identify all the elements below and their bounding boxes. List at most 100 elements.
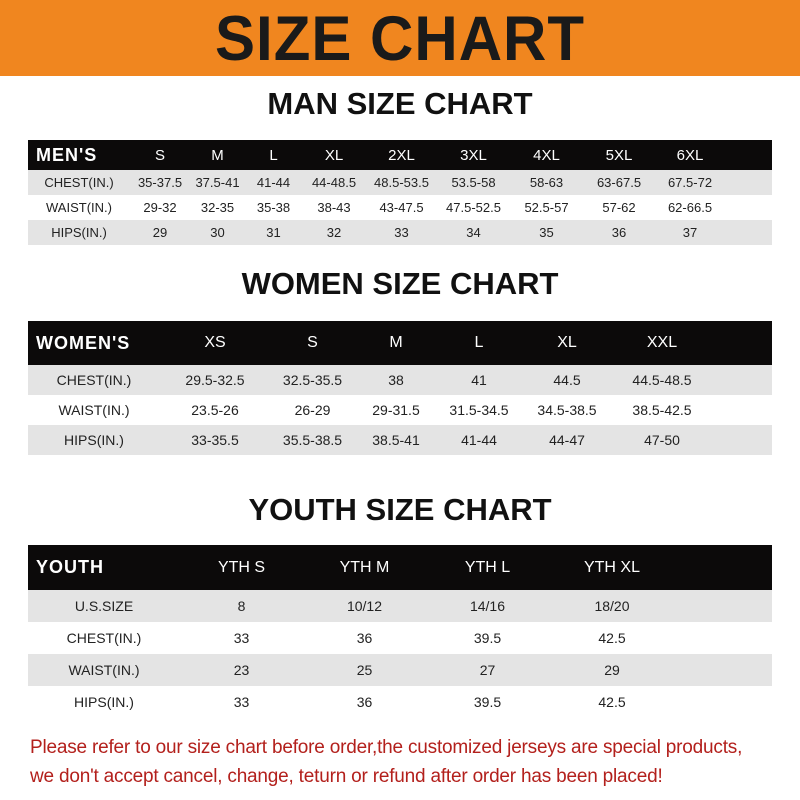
table-row: CHEST(IN.) 29.5-32.5 32.5-35.5 38 41 44.5 44.5… — [28, 365, 772, 395]
row-label: CHEST(IN.) — [66, 630, 142, 646]
table-cell: 29 — [604, 662, 620, 678]
table-cell: 48.5-53.5 — [374, 175, 429, 190]
table-cell: 33 — [233, 630, 250, 646]
notice-line: Please refer to our size chart before or… — [30, 737, 743, 758]
row-label: CHEST(IN.) — [44, 175, 114, 190]
table-cell: 10/12 — [346, 598, 383, 614]
table-cell: YTH S — [217, 558, 266, 576]
table-cell: 38-43 — [317, 200, 351, 215]
table-cell: 53.5-58 — [451, 175, 496, 190]
table-cell: 29-32 — [143, 200, 177, 215]
table-cell: 27 — [479, 662, 496, 678]
table-cell: XXL — [646, 334, 678, 351]
table-cell: YTH XL — [583, 558, 640, 576]
table-row: WAIST(IN.) 29-32 32-35 35-38 38-43 43-47.5 47.… — [28, 195, 772, 220]
youth-section-title: YOUTH SIZE CHART — [248, 492, 552, 527]
table-cell: 44-47 — [549, 432, 585, 448]
table-cell: M — [389, 334, 403, 351]
table-cell: 35.5-38.5 — [282, 432, 343, 448]
table-cell: S — [307, 334, 318, 351]
table-cell: 44-48.5 — [311, 175, 357, 190]
table-row: WAIST(IN.) 23.5-26 26-29 29-31.5 31.5-34.5 34… — [28, 395, 772, 425]
table-cell: YTH L — [464, 558, 511, 576]
row-label: MEN'S — [36, 144, 98, 165]
row-label: WAIST(IN.) — [68, 662, 140, 678]
table-cell: 41-44 — [461, 432, 497, 448]
men-size-table: MEN'S S M L XL 2XL 3XL 4XL 5XL 6XL CHEST(IN.) 35-37… — [28, 140, 772, 245]
table-cell: 41 — [471, 372, 487, 388]
table-cell: 62-66.5 — [667, 200, 713, 215]
table-cell: 33 — [233, 694, 250, 710]
women-section-title: WOMEN SIZE CHART — [241, 266, 559, 301]
row-label: WOMEN'S — [36, 332, 131, 353]
notice-line: we don't accept cancel, change, teturn o… — [30, 766, 663, 787]
table-cell: 63-67.5 — [596, 175, 642, 190]
table-cell: 36 — [356, 630, 373, 646]
table-cell: 8 — [237, 598, 246, 614]
table-row: HIPS(IN.) 29 30 31 32 33 34 35 36 37 — [28, 220, 772, 245]
table-cell: 6XL — [676, 146, 704, 164]
table-cell: 3XL — [460, 146, 487, 164]
table-header-row: WOMEN'S XS S M L XL XXL — [28, 321, 772, 365]
table-cell: 34.5-38.5 — [537, 402, 597, 418]
table-cell: 35-37.5 — [137, 175, 183, 190]
table-cell: S — [154, 146, 165, 164]
table-cell: XS — [204, 334, 226, 351]
table-cell: 26-29 — [294, 402, 331, 418]
table-cell: 33 — [394, 225, 409, 240]
table-cell: XL — [557, 334, 577, 351]
table-cell: 43-47.5 — [379, 200, 424, 215]
table-row: WAIST(IN.) 23 25 27 29 — [28, 654, 772, 686]
table-cell: 32 — [326, 225, 342, 240]
row-label: WAIST(IN.) — [58, 402, 130, 418]
table-cell: 37.5-41 — [195, 175, 240, 190]
youth-size-table: YOUTH YTH S YTH M YTH L YTH XL U.S.SIZE 8 10/12… — [28, 545, 772, 718]
table-cell: 18/20 — [594, 598, 630, 614]
table-cell: M — [211, 146, 224, 164]
table-cell: 33-35.5 — [191, 432, 239, 448]
table-row: HIPS(IN.) 33 36 39.5 42.5 — [28, 686, 772, 718]
table-cell: 39.5 — [473, 630, 502, 646]
table-cell: 4XL — [533, 146, 560, 164]
table-header-row: MEN'S S M L XL 2XL 3XL 4XL 5XL 6XL — [28, 140, 772, 170]
row-label: HIPS(IN.) — [74, 694, 134, 710]
table-cell: 52.5-57 — [524, 200, 569, 215]
table-cell: 42.5 — [598, 630, 626, 646]
table-cell: 32.5-35.5 — [282, 372, 343, 388]
table-cell: 5XL — [605, 146, 633, 164]
row-label: WAIST(IN.) — [46, 200, 112, 215]
table-cell: 36 — [611, 225, 627, 240]
table-header-row: YOUTH YTH S YTH M YTH L YTH XL — [28, 545, 772, 590]
table-row: U.S.SIZE 8 10/12 14/16 18/20 — [28, 590, 772, 622]
table-cell: 67.5-72 — [667, 175, 713, 190]
page-title: SIZE CHART — [215, 2, 585, 74]
table-cell: 32-35 — [200, 200, 235, 215]
table-cell: 29-31.5 — [372, 402, 420, 418]
table-cell: 44.5-48.5 — [632, 372, 692, 388]
table-cell: 38.5-41 — [372, 432, 420, 448]
row-label: CHEST(IN.) — [56, 372, 132, 388]
table-row: CHEST(IN.) 35-37.5 37.5-41 41-44 44-48.5 48.5… — [28, 170, 772, 195]
row-label: YOUTH — [36, 557, 104, 577]
table-cell: 2XL — [388, 146, 415, 164]
table-cell: 38.5-42.5 — [632, 402, 692, 418]
table-cell: L — [474, 334, 484, 351]
table-cell: 58-63 — [529, 175, 564, 190]
table-cell: 23 — [233, 662, 250, 678]
women-size-table: WOMEN'S XS S M L XL XXL CHEST(IN.) 29.5-32.5 32.5… — [28, 321, 772, 455]
table-cell: 29 — [152, 225, 168, 240]
table-cell: 38 — [388, 372, 404, 388]
table-cell: 31 — [266, 225, 281, 240]
banner: SIZE CHART — [0, 0, 800, 76]
table-cell: 41-44 — [256, 175, 291, 190]
table-cell: 39.5 — [473, 694, 502, 710]
table-cell: 35-38 — [256, 200, 291, 215]
table-cell: 44.5 — [553, 372, 581, 388]
table-cell: 42.5 — [598, 694, 626, 710]
table-cell: 23.5-26 — [191, 402, 239, 418]
table-cell: YTH M — [339, 558, 390, 576]
row-label: U.S.SIZE — [74, 598, 134, 614]
table-row: CHEST(IN.) 33 36 39.5 42.5 — [28, 622, 772, 654]
table-cell: XL — [324, 146, 344, 164]
row-label: HIPS(IN.) — [64, 432, 124, 448]
